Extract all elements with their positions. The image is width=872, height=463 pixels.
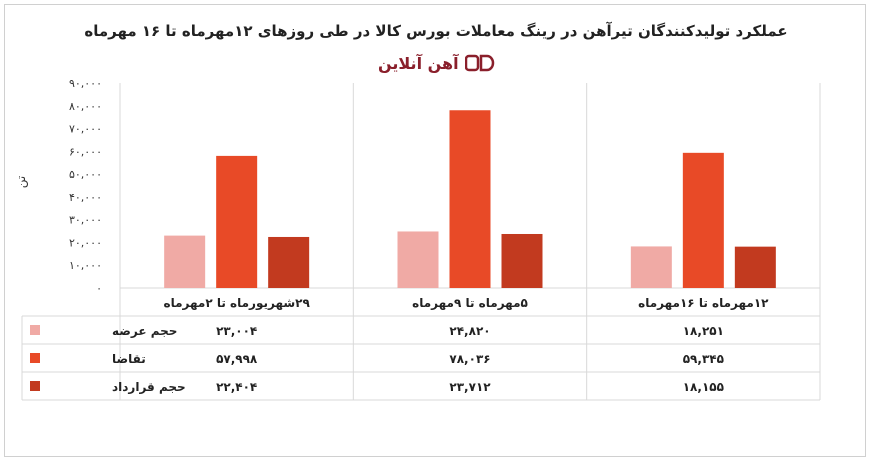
legend-swatch	[30, 353, 40, 363]
bar-2-1	[216, 155, 258, 288]
y-tick-label: ۹۰,۰۰۰	[69, 77, 102, 90]
bar-1-1	[164, 235, 206, 288]
y-tick-label: ۵۰,۰۰۰	[69, 168, 102, 181]
y-tick-label: ۳۰,۰۰۰	[69, 214, 102, 227]
category-label: ۲۹شهریورماه تا ۲مهرماه	[163, 296, 310, 311]
bar-1-3	[630, 246, 672, 288]
legend-label: حجم قرارداد	[112, 380, 186, 394]
data-label: ۵۷,۹۹۸	[216, 352, 258, 366]
brand-logo: آهن آنلاین	[378, 50, 495, 76]
legend-swatch	[30, 325, 40, 335]
legend-label: حجم عرضه	[112, 324, 177, 338]
data-label: ۲۴,۸۲۰	[449, 324, 490, 338]
data-label: ۲۳,۷۱۲	[449, 380, 491, 394]
data-label: ۲۲,۴۰۴	[216, 380, 257, 394]
category-label: ۱۲مهرماه تا ۱۶مهرماه	[638, 296, 769, 310]
y-tick-label: ۶۰,۰۰۰	[69, 145, 102, 158]
brand-mark-icon	[464, 54, 494, 72]
chart-title: عملکرد تولیدکنندگان تیرآهن در رینگ معامل…	[84, 22, 788, 40]
bar-3-2	[501, 233, 543, 288]
y-tick-label: ۸۰,۰۰۰	[69, 100, 102, 113]
y-tick-label: ۰	[96, 282, 102, 295]
legend-swatch	[30, 381, 40, 391]
bar-1-2	[397, 231, 439, 288]
data-label: ۱۸,۲۵۱	[683, 324, 724, 338]
bar-3-1	[268, 236, 310, 288]
data-label: ۷۸,۰۳۶	[449, 352, 490, 366]
y-tick-label: ۲۰,۰۰۰	[69, 236, 102, 249]
bar-3-3	[734, 246, 776, 288]
bar-2-3	[682, 152, 724, 288]
brand-name: آهن آنلاین	[378, 53, 459, 73]
data-label: ۲۳,۰۰۴	[216, 324, 257, 338]
category-label: ۵مهرماه تا ۹مهرماه	[412, 296, 528, 310]
data-label: ۵۹,۳۴۵	[683, 352, 724, 366]
y-tick-label: ۱۰,۰۰۰	[69, 259, 102, 272]
bar-2-2	[449, 110, 491, 288]
legend-label: تقاضا	[112, 352, 146, 366]
data-label: ۱۸,۱۵۵	[683, 380, 724, 394]
y-tick-label: ۷۰,۰۰۰	[69, 123, 102, 136]
y-tick-label: ۴۰,۰۰۰	[69, 191, 102, 204]
